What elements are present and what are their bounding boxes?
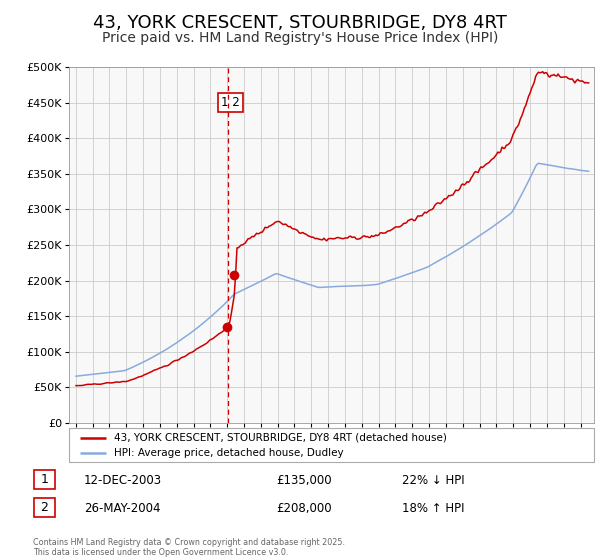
Text: 1 2: 1 2 <box>221 96 240 109</box>
Text: HPI: Average price, detached house, Dudley: HPI: Average price, detached house, Dudl… <box>113 447 343 458</box>
Text: Contains HM Land Registry data © Crown copyright and database right 2025.
This d: Contains HM Land Registry data © Crown c… <box>33 538 345 557</box>
Text: 18% ↑ HPI: 18% ↑ HPI <box>402 502 464 515</box>
Text: £208,000: £208,000 <box>276 502 332 515</box>
Text: 43, YORK CRESCENT, STOURBRIDGE, DY8 4RT (detached house): 43, YORK CRESCENT, STOURBRIDGE, DY8 4RT … <box>113 433 446 443</box>
Text: 22% ↓ HPI: 22% ↓ HPI <box>402 474 464 487</box>
Text: 26-MAY-2004: 26-MAY-2004 <box>84 502 161 515</box>
Text: Price paid vs. HM Land Registry's House Price Index (HPI): Price paid vs. HM Land Registry's House … <box>102 31 498 45</box>
Text: 1: 1 <box>40 473 49 486</box>
Text: £135,000: £135,000 <box>276 474 332 487</box>
Text: 43, YORK CRESCENT, STOURBRIDGE, DY8 4RT: 43, YORK CRESCENT, STOURBRIDGE, DY8 4RT <box>93 14 507 32</box>
Text: 12-DEC-2003: 12-DEC-2003 <box>84 474 162 487</box>
Text: 2: 2 <box>40 501 49 514</box>
